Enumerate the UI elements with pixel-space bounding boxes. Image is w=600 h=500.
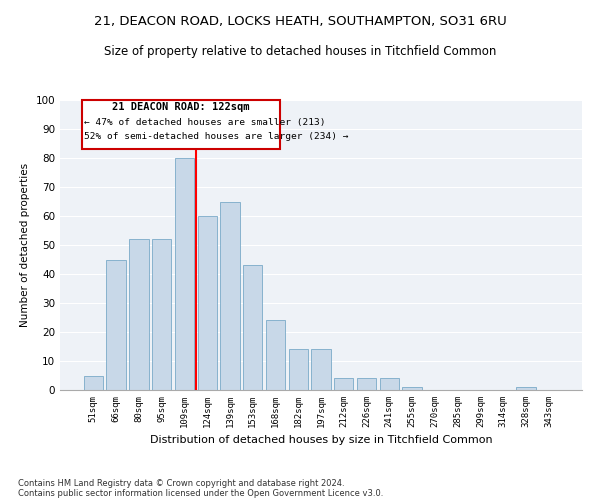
Bar [220, 202, 239, 390]
Bar [152, 239, 172, 390]
Text: 21, DEACON ROAD, LOCKS HEATH, SOUTHAMPTON, SO31 6RU: 21, DEACON ROAD, LOCKS HEATH, SOUTHAMPTO… [94, 15, 506, 28]
Bar [266, 320, 285, 390]
Bar [106, 260, 126, 390]
Text: Contains public sector information licensed under the Open Government Licence v3: Contains public sector information licen… [18, 488, 383, 498]
Text: ← 47% of detached houses are smaller (213): ← 47% of detached houses are smaller (21… [84, 118, 326, 127]
Bar [175, 158, 194, 390]
Bar [334, 378, 353, 390]
X-axis label: Distribution of detached houses by size in Titchfield Common: Distribution of detached houses by size … [149, 436, 493, 446]
Text: Contains HM Land Registry data © Crown copyright and database right 2024.: Contains HM Land Registry data © Crown c… [18, 478, 344, 488]
Bar [380, 378, 399, 390]
Text: 52% of semi-detached houses are larger (234) →: 52% of semi-detached houses are larger (… [84, 132, 349, 141]
Bar [311, 350, 331, 390]
Bar [129, 239, 149, 390]
Text: 21 DEACON ROAD: 122sqm: 21 DEACON ROAD: 122sqm [112, 102, 250, 113]
Y-axis label: Number of detached properties: Number of detached properties [20, 163, 30, 327]
Bar [84, 376, 103, 390]
Bar [357, 378, 376, 390]
Bar [516, 387, 536, 390]
Bar [403, 387, 422, 390]
FancyBboxPatch shape [82, 100, 280, 150]
Bar [197, 216, 217, 390]
Bar [243, 266, 262, 390]
Bar [289, 350, 308, 390]
Text: Size of property relative to detached houses in Titchfield Common: Size of property relative to detached ho… [104, 45, 496, 58]
